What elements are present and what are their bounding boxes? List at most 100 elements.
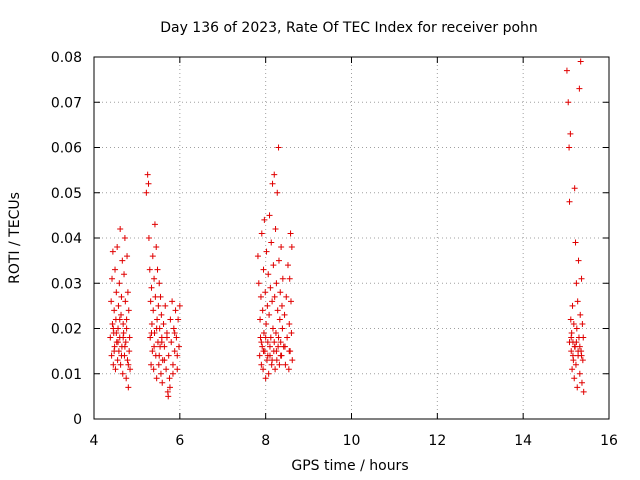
data-point [269, 180, 276, 187]
y-tick-labels: 0 0.01 0.02 0.03 0.04 0.05 0.06 0.07 0.08 [51, 50, 82, 428]
data-point [174, 352, 181, 359]
y-tick-label: 0.04 [51, 231, 82, 247]
x-tick-labels: 4 6 8 10 12 14 16 [90, 433, 618, 449]
data-point [153, 244, 160, 251]
data-point [271, 171, 278, 178]
data-point [125, 361, 132, 368]
data-point [267, 334, 274, 341]
data-point [122, 298, 129, 305]
data-point [286, 275, 293, 282]
data-point [575, 257, 582, 264]
x-tick-label: 14 [514, 433, 532, 449]
data-point [116, 316, 123, 323]
data-point [119, 370, 126, 377]
data-point [165, 352, 172, 359]
data-point [170, 325, 177, 332]
data-point [112, 266, 119, 273]
data-point [122, 339, 129, 346]
data-point [163, 334, 170, 341]
data-point [275, 343, 282, 350]
data-point [276, 316, 283, 323]
data-point [176, 302, 183, 309]
data-point [580, 334, 587, 341]
data-point [149, 348, 156, 355]
data-point [578, 275, 585, 282]
data-point [279, 275, 286, 282]
data-point [260, 348, 267, 355]
data-point [115, 339, 122, 346]
data-point [166, 384, 173, 391]
data-point [169, 370, 176, 377]
data-point [162, 302, 169, 309]
data-point [576, 85, 583, 92]
data-point [289, 357, 296, 364]
data-point [565, 99, 572, 106]
data-point [111, 348, 118, 355]
data-point [111, 307, 118, 314]
grid-lines [94, 57, 609, 419]
data-point [579, 320, 586, 327]
data-point [151, 275, 158, 282]
x-tick-label: 6 [175, 433, 184, 449]
data-point [288, 330, 295, 337]
data-point [149, 253, 156, 260]
data-point [573, 280, 580, 287]
data-point [577, 58, 584, 65]
data-point [266, 212, 273, 219]
data-point [569, 302, 576, 309]
data-point [271, 339, 278, 346]
data-point [571, 375, 578, 382]
data-point [574, 384, 581, 391]
x-tick-label: 8 [261, 433, 270, 449]
data-point [277, 352, 284, 359]
data-point [120, 320, 127, 327]
data-point [269, 325, 276, 332]
data-point [121, 271, 128, 278]
data-point [277, 289, 284, 296]
data-point [259, 343, 266, 350]
data-point [108, 352, 115, 359]
data-point [114, 357, 121, 364]
data-point [118, 352, 125, 359]
data-point [279, 325, 286, 332]
data-point [572, 239, 579, 246]
data-point [168, 339, 175, 346]
data-point [124, 253, 131, 260]
data-point [273, 280, 280, 287]
data-point [154, 266, 161, 273]
data-point [107, 334, 114, 341]
data-point [172, 307, 179, 314]
data-point [124, 357, 131, 364]
data-point [150, 366, 157, 373]
data-point [284, 262, 291, 269]
data-point [287, 298, 294, 305]
data-point [569, 352, 576, 359]
data-point [267, 284, 274, 291]
data-point [160, 320, 167, 327]
data-point [576, 343, 583, 350]
data-point [288, 244, 295, 251]
data-point [171, 348, 178, 355]
data-point [272, 366, 279, 373]
data-point [150, 307, 157, 314]
data-point [123, 375, 130, 382]
data-point [573, 325, 580, 332]
y-tick-label: 0.07 [51, 95, 82, 111]
data-point [154, 316, 161, 323]
data-point [167, 316, 174, 323]
data-point [275, 144, 282, 151]
data-point [572, 361, 579, 368]
data-point [265, 271, 272, 278]
data-point [114, 244, 121, 251]
data-point [155, 302, 162, 309]
data-point [163, 366, 170, 373]
data-point [257, 334, 264, 341]
data-point [126, 334, 133, 341]
data-point [258, 230, 265, 237]
data-point [258, 339, 265, 346]
data-point [277, 339, 284, 346]
data-point [259, 307, 266, 314]
x-tick-label: 4 [90, 433, 99, 449]
data-point [275, 334, 282, 341]
data-point [566, 144, 573, 151]
